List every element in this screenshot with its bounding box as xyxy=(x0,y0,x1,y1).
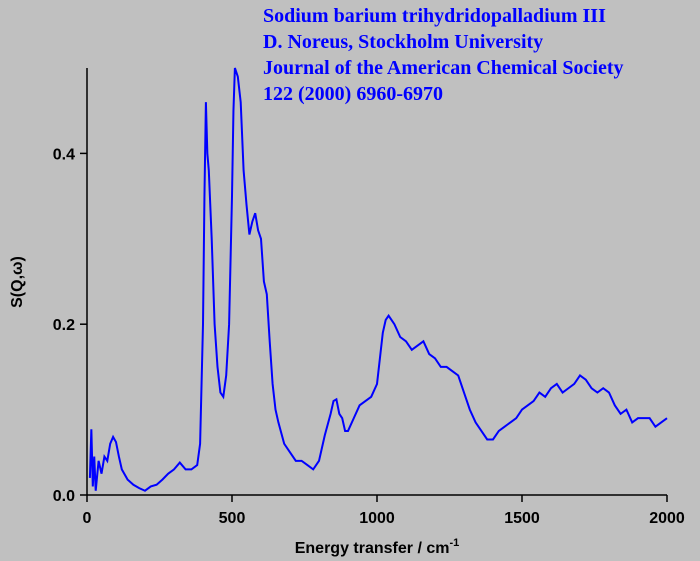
data-line xyxy=(88,67,668,492)
annotation: Sodium barium trihydridopalladium III xyxy=(263,5,606,27)
x-tick-label: 2000 xyxy=(649,510,685,527)
x-tick-label: 1000 xyxy=(359,510,395,527)
annotation: 122 (2000) 6960-6970 xyxy=(263,83,443,105)
x-tick-label: 500 xyxy=(219,510,246,527)
x-axis-label-text: Energy transfer / cm xyxy=(295,540,450,557)
annotation: D. Noreus, Stockholm University xyxy=(263,31,543,53)
annotation: Journal of the American Chemical Society xyxy=(263,57,624,79)
x-axis-label-superscript: -1 xyxy=(449,537,459,549)
x-tick-label: 0 xyxy=(83,510,92,527)
y-tick-label: 0.4 xyxy=(53,146,75,163)
x-tick-label: 1500 xyxy=(504,510,540,527)
x-axis-label: Energy transfer / cm-1 xyxy=(295,537,460,557)
y-axis-label: S(Q,ω) xyxy=(9,256,26,308)
y-tick-label: 0.0 xyxy=(53,488,75,505)
y-tick-label: 0.2 xyxy=(53,317,75,334)
